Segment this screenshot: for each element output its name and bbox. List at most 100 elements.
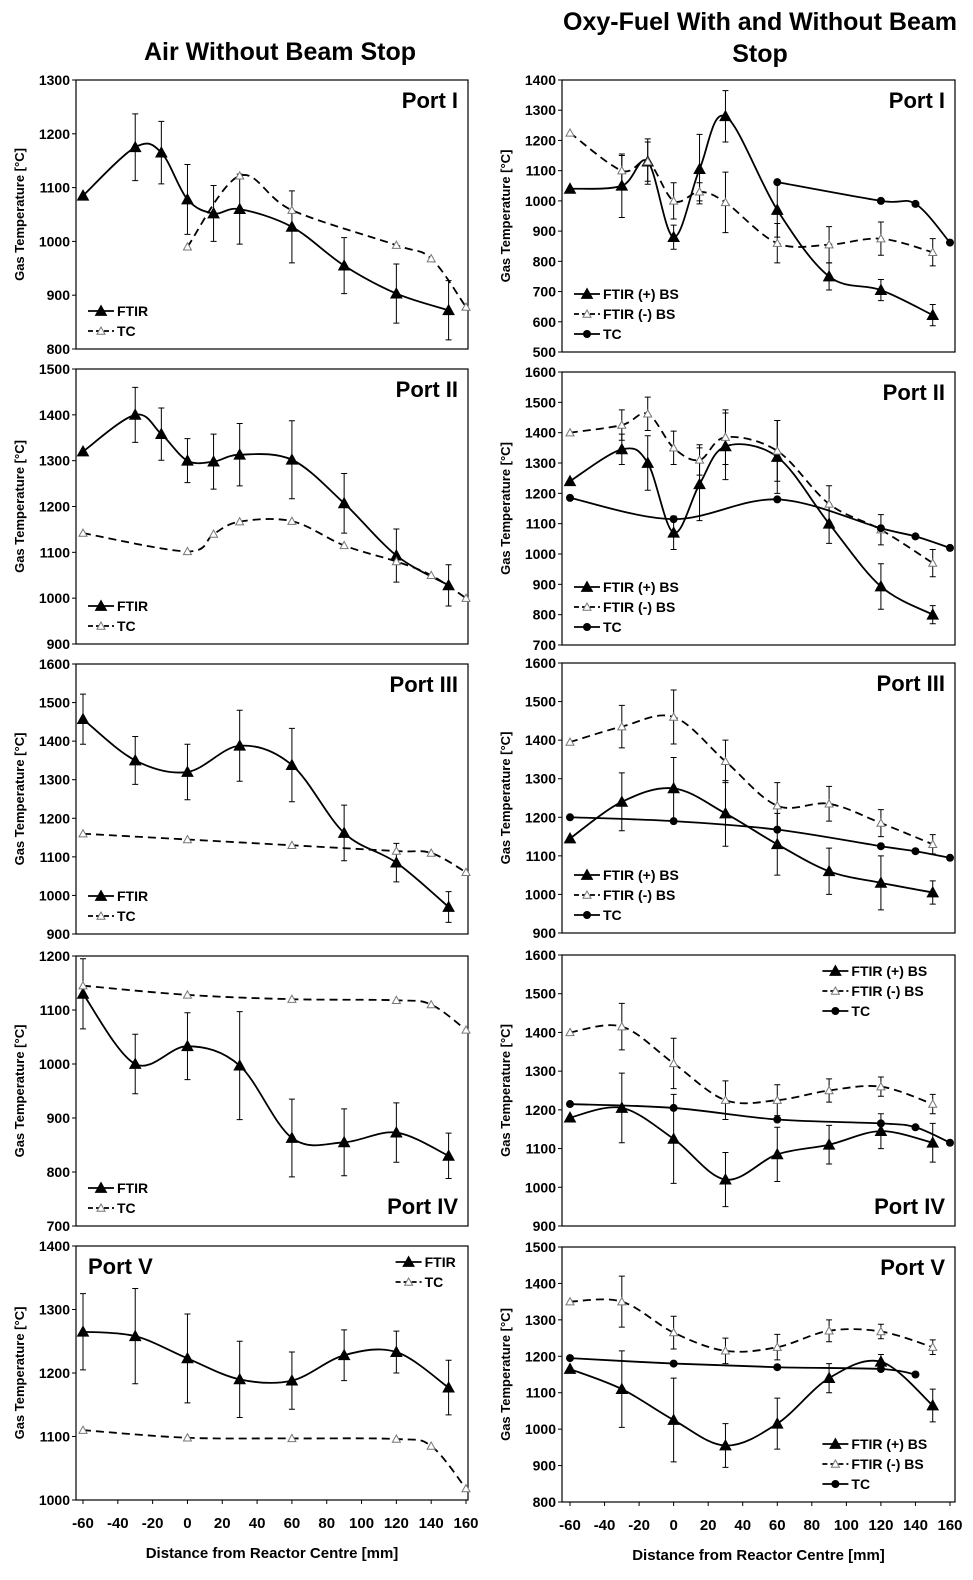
- marker: [566, 1100, 574, 1109]
- marker: [773, 1363, 782, 1372]
- marker: [616, 420, 627, 429]
- marker: [390, 1126, 403, 1138]
- marker: [720, 432, 731, 441]
- y-tick-label: 1200: [525, 1102, 556, 1118]
- marker: [442, 1149, 455, 1161]
- marker: [946, 543, 954, 552]
- series-line: [569, 1357, 916, 1376]
- marker: [563, 831, 577, 844]
- marker: [391, 995, 402, 1004]
- marker: [824, 239, 834, 249]
- marker: [874, 579, 888, 592]
- marker: [128, 1057, 142, 1069]
- marker: [667, 230, 680, 243]
- y-tick-label: 1600: [39, 656, 70, 672]
- y-axis-label: Gas Temperature [°C]: [498, 732, 513, 865]
- y-axis-label: Gas Temperature [°C]: [12, 733, 27, 866]
- marker: [911, 199, 920, 208]
- marker: [233, 1059, 247, 1071]
- y-tick-label: 1000: [525, 546, 556, 562]
- legend-label: FTIR (-) BS: [603, 887, 675, 903]
- y-tick-label: 1000: [39, 233, 70, 249]
- marker: [78, 980, 88, 990]
- marker: [669, 817, 678, 826]
- marker: [442, 900, 455, 912]
- legend-label: TC: [117, 618, 136, 634]
- marker: [390, 1345, 403, 1357]
- marker: [668, 195, 679, 205]
- series-line: [82, 718, 450, 908]
- panel-title: Port V: [880, 1255, 945, 1280]
- y-tick-label: 1500: [525, 694, 556, 710]
- marker: [927, 1342, 938, 1351]
- marker: [770, 203, 784, 215]
- marker: [563, 474, 577, 487]
- marker: [233, 202, 247, 215]
- y-tick-label: 1100: [526, 848, 557, 864]
- marker: [402, 1255, 415, 1267]
- marker: [911, 532, 920, 541]
- y-tick-label: 1300: [39, 772, 70, 788]
- marker: [876, 842, 885, 851]
- legend-label: TC: [425, 1274, 444, 1290]
- legend-label: FTIR (-) BS: [851, 983, 923, 999]
- panel-title: Port V: [88, 1254, 153, 1279]
- y-tick-label: 1200: [39, 1365, 70, 1381]
- x-axis-label: Distance from Reactor Centre [mm]: [632, 1547, 885, 1564]
- marker: [287, 205, 297, 214]
- marker: [76, 987, 90, 999]
- series-line: [82, 142, 449, 312]
- y-tick-label: 1100: [526, 516, 557, 532]
- marker: [582, 889, 592, 899]
- x-tick-label: 100: [349, 1515, 374, 1532]
- marker: [830, 985, 841, 995]
- x-tick-label: 60: [769, 1517, 786, 1534]
- y-tick-label: 1000: [39, 1492, 70, 1508]
- y-tick-label: 1100: [40, 180, 71, 196]
- marker: [668, 711, 679, 721]
- marker: [641, 456, 655, 468]
- y-tick-label: 1300: [525, 455, 556, 471]
- y-tick-label: 1300: [39, 72, 70, 88]
- y-tick-label: 700: [533, 637, 557, 653]
- marker: [667, 526, 680, 538]
- marker: [772, 445, 783, 455]
- marker: [285, 220, 299, 232]
- marker: [669, 1103, 678, 1112]
- marker: [426, 253, 437, 263]
- marker: [461, 593, 471, 602]
- series-line: [569, 132, 933, 254]
- marker: [693, 477, 706, 490]
- series-line: [569, 443, 934, 616]
- marker: [720, 1095, 731, 1104]
- y-tick-label: 1300: [39, 1302, 70, 1318]
- panel-title: Port II: [396, 377, 458, 402]
- legend-label: FTIR (+) BS: [603, 579, 679, 595]
- y-tick-label: 1200: [525, 485, 556, 501]
- marker: [76, 1325, 90, 1337]
- x-tick-label: 40: [734, 1517, 751, 1534]
- marker: [566, 813, 574, 822]
- marker: [822, 864, 836, 877]
- y-tick-label: 800: [47, 1164, 71, 1180]
- y-tick-label: 800: [533, 1494, 557, 1510]
- marker: [927, 558, 938, 567]
- x-tick-label: 160: [937, 1517, 962, 1534]
- legend-label: FTIR: [117, 303, 148, 319]
- marker: [772, 1095, 783, 1104]
- y-tick-label: 900: [533, 223, 557, 239]
- plot-frame: [561, 371, 956, 646]
- y-tick-label: 1100: [40, 1429, 71, 1445]
- y-tick-label: 1500: [525, 1239, 556, 1255]
- series-line: [569, 816, 951, 859]
- marker: [770, 1417, 784, 1429]
- marker: [566, 1354, 574, 1363]
- marker: [442, 303, 455, 316]
- y-axis-label: Gas Temperature [°C]: [12, 440, 27, 573]
- marker: [339, 540, 349, 550]
- series-line: [569, 497, 951, 549]
- panel-title: Port III: [877, 671, 945, 696]
- y-tick-label: 500: [533, 344, 557, 360]
- marker: [876, 818, 886, 827]
- marker: [669, 515, 678, 524]
